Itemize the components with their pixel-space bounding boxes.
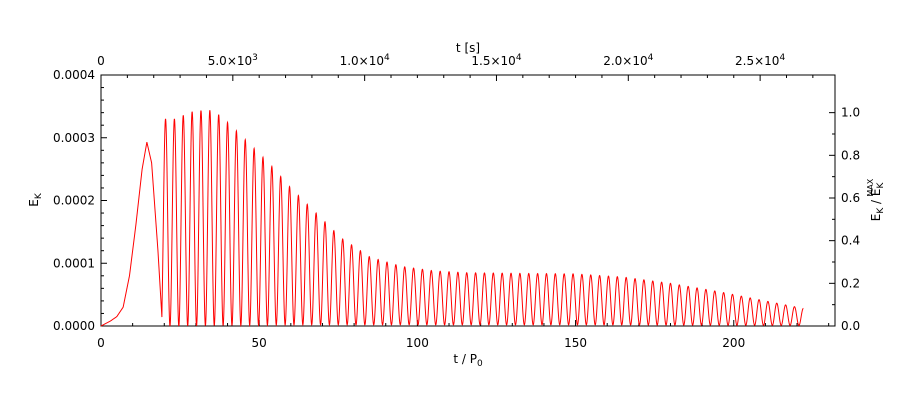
- right-tick-label: 0.2: [841, 276, 860, 290]
- y-tick-label: 0.0003: [53, 131, 95, 145]
- top-axis-ticks: 0 5.0×103 1.0×104 1.5×104 2.0×104 2.5×104: [97, 53, 814, 81]
- y-tick-label: 0.0004: [53, 68, 95, 82]
- top-tick-label: 1.5×104: [471, 53, 521, 68]
- top-tick-label: 0: [97, 54, 105, 68]
- right-axis-label: EK / EKMAX: [866, 178, 886, 221]
- x-tick-label: 0: [97, 336, 105, 350]
- y-axis-label: EK: [27, 192, 44, 207]
- right-axis-ticks: 0.0 0.2 0.4 0.6 0.8 1.0: [829, 106, 860, 333]
- right-tick-label: 0.4: [841, 234, 860, 248]
- x-tick-label: 150: [564, 336, 587, 350]
- x-axis-label: t / P0: [453, 352, 483, 369]
- left-axis-ticks: 0.0000 0.0001 0.0002 0.0003 0.0004: [53, 68, 107, 333]
- right-tick-label: 0.8: [841, 148, 860, 162]
- y-tick-label: 0.0000: [53, 319, 95, 333]
- x-tick-label: 100: [406, 336, 429, 350]
- x-tick-label: 50: [252, 336, 267, 350]
- series-line: [100, 110, 804, 328]
- top-axis-label: t [s]: [456, 41, 480, 55]
- series-layer: [100, 110, 804, 328]
- top-tick-label: 2.5×104: [735, 53, 785, 68]
- top-tick-label: 5.0×103: [208, 53, 258, 68]
- top-tick-label: 2.0×104: [603, 53, 653, 68]
- top-tick-label: 1.0×104: [340, 53, 390, 68]
- y-tick-label: 0.0001: [53, 256, 95, 270]
- right-tick-label: 0.6: [841, 191, 860, 205]
- right-tick-label: 0.0: [841, 319, 860, 333]
- right-tick-label: 1.0: [841, 106, 860, 120]
- x-tick-label: 200: [722, 336, 745, 350]
- y-tick-label: 0.0002: [53, 194, 95, 208]
